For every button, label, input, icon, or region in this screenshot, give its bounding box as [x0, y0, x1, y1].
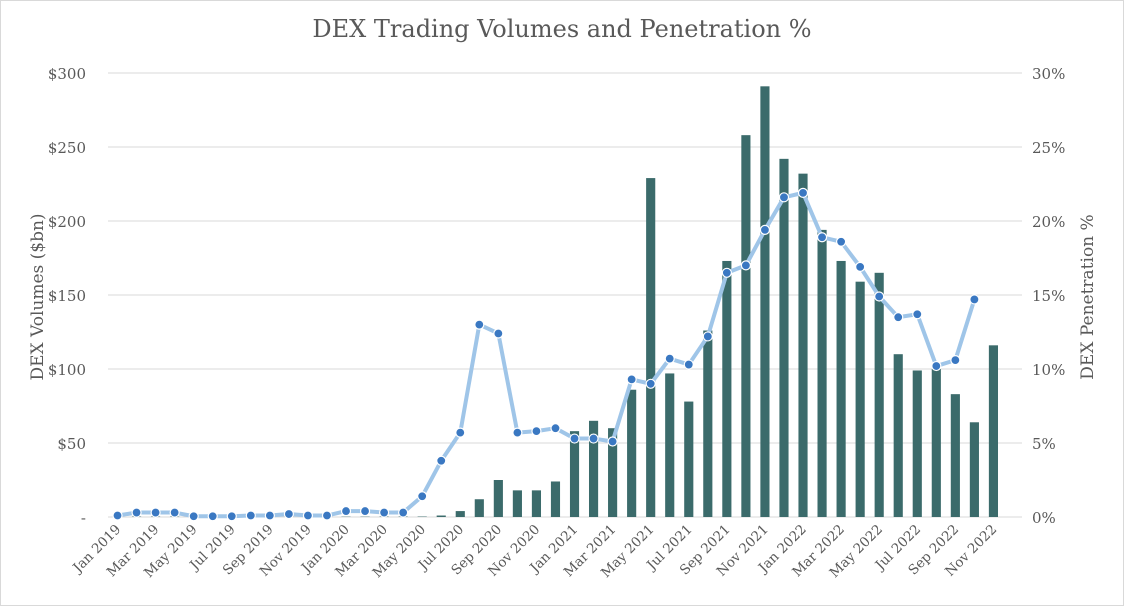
penetration-point — [816, 232, 828, 243]
volume-bar — [455, 511, 465, 517]
penetration-point — [569, 433, 580, 444]
volume-bar — [950, 394, 960, 517]
y2-tick-label: 25% — [1032, 139, 1065, 157]
volume-bar — [684, 401, 694, 517]
penetration-point — [626, 374, 637, 385]
y2-tick-label: 20% — [1032, 213, 1065, 231]
penetration-point — [721, 267, 732, 278]
volume-bar — [969, 422, 979, 517]
y-tick-label: $300 — [48, 65, 86, 83]
y2-tick-label: 30% — [1032, 65, 1065, 83]
penetration-line — [115, 190, 977, 519]
penetration-point — [912, 309, 923, 320]
penetration-point — [321, 510, 333, 521]
volume-bar — [874, 272, 884, 517]
penetration-point — [264, 510, 275, 521]
y-tick-label: - — [81, 509, 86, 527]
volume-bar — [817, 229, 827, 517]
volume-bar — [798, 173, 808, 517]
penetration-point — [969, 294, 980, 305]
volume-bar — [836, 260, 846, 517]
volume-bar — [779, 158, 789, 517]
volume-bar — [760, 86, 770, 517]
volume-bar — [703, 330, 713, 517]
y-tick-label: $200 — [48, 213, 86, 231]
penetration-point — [474, 319, 485, 330]
penetration-point — [550, 423, 561, 434]
volume-bar — [627, 389, 637, 517]
volume-bar — [608, 428, 618, 517]
y2-tick-label: 15% — [1032, 287, 1065, 305]
penetration-point — [169, 507, 180, 518]
penetration-point — [607, 436, 618, 447]
penetration-point — [283, 508, 294, 520]
penetration-point — [759, 224, 771, 235]
penetration-point — [436, 455, 447, 466]
volume-bar — [988, 345, 999, 517]
penetration-point — [645, 378, 656, 389]
penetration-point — [398, 507, 409, 518]
penetration-point — [150, 507, 161, 518]
penetration-point — [797, 187, 809, 198]
volume-bar — [722, 260, 732, 517]
volume-bar — [436, 515, 446, 517]
volume-bar — [741, 135, 751, 517]
penetration-point — [112, 510, 123, 521]
penetration-point — [683, 359, 694, 370]
penetration-point — [531, 426, 542, 437]
volume-bar — [493, 480, 503, 517]
y2-tick-label: 10% — [1032, 361, 1065, 379]
penetration-point — [131, 507, 142, 518]
penetration-point — [588, 433, 599, 444]
chart-title: DEX Trading Volumes and Penetration % — [312, 15, 812, 43]
y2-tick-label: 0% — [1032, 509, 1056, 527]
penetration-point — [207, 511, 218, 522]
volume-bar — [588, 420, 599, 517]
penetration-point — [702, 331, 713, 342]
penetration-point — [493, 328, 504, 339]
penetration-point — [855, 261, 866, 272]
volume-bar — [569, 431, 580, 517]
penetration-point — [836, 236, 847, 247]
volume-bar — [912, 370, 922, 517]
volume-bar — [474, 499, 484, 517]
penetration-point — [893, 312, 904, 323]
volume-bar — [531, 490, 542, 517]
y-tick-label: $150 — [48, 287, 86, 305]
volume-bar — [512, 490, 522, 517]
y-tick-label: $50 — [57, 435, 86, 453]
penetration-point — [417, 491, 428, 502]
penetration-point — [359, 505, 371, 517]
y2-tick-label: 5% — [1032, 435, 1056, 453]
penetration-point — [512, 427, 523, 438]
penetration-point — [245, 510, 256, 521]
penetration-point — [664, 353, 675, 364]
volume-bar — [855, 281, 865, 517]
volume-bar — [931, 369, 941, 517]
y-tick-label: $100 — [48, 361, 86, 379]
penetration-point — [379, 507, 390, 518]
volume-bar — [646, 178, 656, 517]
penetration-point — [740, 260, 751, 271]
penetration-point — [950, 355, 961, 366]
penetration-point — [931, 360, 942, 372]
penetration-point — [302, 510, 314, 521]
penetration-point — [455, 427, 466, 438]
penetration-point — [188, 511, 199, 522]
volume-bar — [893, 354, 903, 517]
penetration-point — [874, 291, 885, 302]
y-tick-label: $250 — [48, 139, 86, 157]
penetration-point — [778, 192, 790, 203]
penetration-point — [226, 511, 237, 522]
volume-bar — [550, 481, 561, 517]
penetration-point — [340, 505, 352, 517]
volume-bar — [665, 373, 675, 517]
